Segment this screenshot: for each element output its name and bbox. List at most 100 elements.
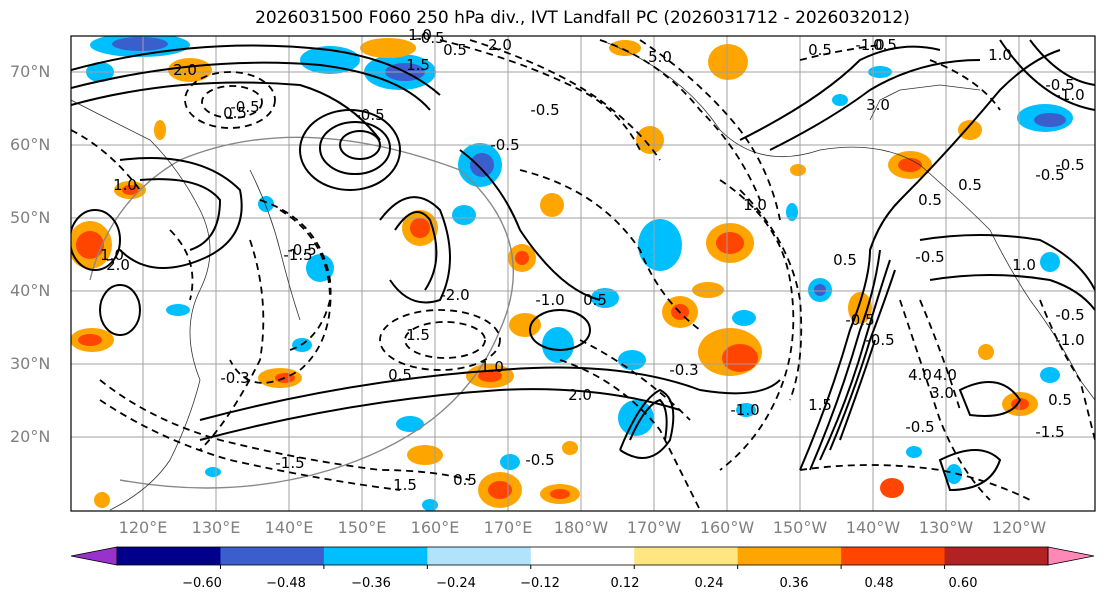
lat-label-70n: 70°N (10, 62, 51, 81)
contour-label: -0.5 (1045, 76, 1074, 94)
lon-label-160e: 160°E (410, 518, 460, 537)
colorbar-segment (944, 547, 1049, 565)
contour-label: 0.5 (918, 191, 942, 209)
contour-label: -0.5 (415, 29, 444, 47)
divergence-shading (71, 36, 1073, 511)
map-frame (70, 35, 1096, 512)
colorbar-segment (737, 547, 842, 565)
lon-label-160w: 160°W (699, 518, 755, 537)
colorbar-outline (116, 546, 1049, 566)
lon-label-130e: 130°E (191, 518, 241, 537)
contour-label: 1.0 (100, 246, 124, 264)
contour-label: -0.5 (490, 136, 519, 154)
lon-label-130w: 130°W (918, 518, 974, 537)
contour-label: 1.5 (808, 396, 832, 414)
contour-label: 4.0 (908, 366, 932, 384)
coastlines (71, 39, 1095, 511)
contour-label: -1.0 (855, 36, 884, 54)
contour-label: 1.0 (1012, 256, 1036, 274)
contour-label: 1.5 (393, 476, 417, 494)
colorbar-segment (841, 547, 946, 565)
colorbar-tick: −0.60 (182, 576, 222, 591)
contour-label: 0.5 (583, 291, 607, 309)
contour-label: 2.0 (173, 61, 197, 79)
contour-label: -0.3 (669, 361, 698, 379)
contour-label: -0.3 (220, 369, 249, 387)
colorbar-tick: 0.48 (864, 576, 894, 591)
colorbar-tick: −0.48 (266, 576, 306, 591)
colorbar-segment (117, 547, 221, 565)
colorbar-segment (220, 547, 325, 565)
contour-label: 1.0 (480, 358, 504, 376)
contour-label: 0.5 (443, 41, 467, 59)
contour-label: -0.5 (865, 331, 894, 349)
contour-label: 5.0 (648, 48, 672, 66)
contour-label: -1.5 (1035, 423, 1064, 441)
colorbar-tick: 0.60 (948, 576, 978, 591)
lon-label-120e: 120°E (118, 518, 168, 537)
contour-label: 0.5 (958, 176, 982, 194)
contour-label: 1.0 (988, 46, 1012, 64)
lon-label-140w: 140°W (845, 518, 901, 537)
contour-label: -0.5 (1055, 156, 1084, 174)
colorbar-tick: −0.24 (436, 576, 476, 591)
contour-label: 2.0 (106, 256, 130, 274)
graticule (71, 36, 1095, 511)
colorbar-tick: 0.12 (610, 576, 640, 591)
colorbar-extend-max (1047, 546, 1095, 566)
lon-label-180w: 180°W (553, 518, 609, 537)
contour-label: 0.5 (223, 104, 247, 122)
contour-label: -0.5 (845, 311, 874, 329)
contour-label: -1.0 (730, 401, 759, 419)
colorbar-segment (530, 547, 635, 565)
contour-label: 1.0 (113, 176, 137, 194)
contour-label: 0.5 (833, 251, 857, 269)
map-background (71, 36, 1095, 511)
lon-label-170e: 170°E (483, 518, 533, 537)
contour-label: 4.0 (933, 366, 957, 384)
lat-label-50n: 50°N (10, 208, 51, 227)
colorbar (70, 546, 1095, 569)
colorbar-tick: 0.24 (694, 576, 724, 591)
contour-label: -1.0 (1055, 331, 1084, 349)
colorbar-extend-min (70, 546, 118, 566)
contour-label: -0.5 (905, 418, 934, 436)
contour-label: 2.0 (488, 36, 512, 54)
lon-label-140e: 140°E (264, 518, 314, 537)
gray-circle-outline (89, 136, 514, 489)
contour-label: 0.5 (1048, 391, 1072, 409)
lat-label-60n: 60°N (10, 135, 51, 154)
colorbar-tick: −0.12 (520, 576, 560, 591)
lon-label-170w: 170°W (626, 518, 682, 537)
contour-label: 1.0 (743, 196, 767, 214)
contour-label: 3.0 (930, 384, 954, 402)
contour-label: -0.5 (1035, 166, 1064, 184)
colorbar-tick: −0.36 (351, 576, 391, 591)
contour-label: 3.0 (866, 96, 890, 114)
lat-label-40n: 40°N (10, 281, 51, 300)
contour-label: -1.0 (535, 291, 564, 309)
contour-label: -1.5 (283, 246, 312, 264)
contour-label: -2.0 (440, 286, 469, 304)
colorbar-tick: 0.36 (779, 576, 809, 591)
contour-label: -0.5 (287, 241, 316, 259)
lat-label-20n: 20°N (10, 427, 51, 446)
contour-label: 1.5 (406, 56, 430, 74)
lon-label-150e: 150°E (337, 518, 387, 537)
contour-label: -0.5 (230, 98, 259, 116)
contour-label: -1.5 (275, 454, 304, 472)
lat-label-30n: 30°N (10, 354, 51, 373)
contour-label: 1.0 (408, 26, 432, 44)
contour-label: -0.5 (530, 101, 559, 119)
contour-label: 0.5 (388, 366, 412, 384)
contour-label: -0.5 (915, 248, 944, 266)
lon-label-120w: 120°W (991, 518, 1047, 537)
contour-label: 0.5 (808, 41, 832, 59)
dashed-contours (71, 39, 1095, 511)
colorbar-segment (634, 547, 739, 565)
map-title: 2026031500 F060 250 hPa div., IVT Landfa… (255, 8, 910, 28)
colorbar-segment (323, 547, 428, 565)
contour-labels: 2.0 1.51.00.50.5-0.5-0.5-0.51.05.00.50.5-… (100, 26, 1085, 494)
contour-label: -0.5 (525, 451, 554, 469)
contour-label: -0.5 (1055, 306, 1084, 324)
